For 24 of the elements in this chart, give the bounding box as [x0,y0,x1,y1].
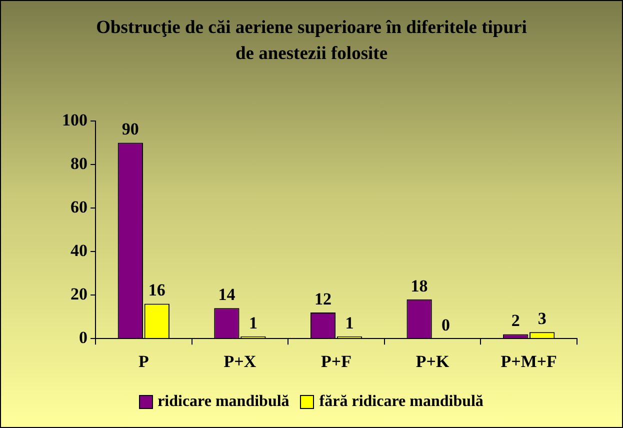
data-label: 90 [122,120,139,139]
data-label: 1 [345,313,354,332]
data-label: 18 [410,276,428,296]
x-tick-label: P [138,352,149,372]
data-label: 16 [148,280,166,300]
x-tick-label: P+K [416,352,450,372]
y-tick-label: 60 [70,197,88,216]
y-tick-label: 80 [70,154,88,173]
chart-title: Obstrucţie de căi aeriene superioare în diferitele tipuri de anestezii folosite [95,17,528,66]
data-label: 14 [218,285,236,304]
legend-label: ridicare mandibulă [158,393,290,411]
legend-label: fără ridicare mandibulă [319,393,484,411]
data-label: 2 [511,311,520,330]
x-tick-label: P+F [321,352,352,372]
data-label: 0 [442,315,450,334]
y-tick-label: 0 [79,328,88,347]
y-tick-label: 20 [70,284,88,304]
y-tick-label: 100 [62,110,88,130]
data-label: 1 [248,313,258,332]
data-label: 3 [538,308,546,328]
y-tick-label: 40 [70,240,88,260]
x-tick-label: P+M+F [500,352,557,372]
data-label: 12 [314,289,332,308]
x-tick-label: P+X [224,352,257,372]
